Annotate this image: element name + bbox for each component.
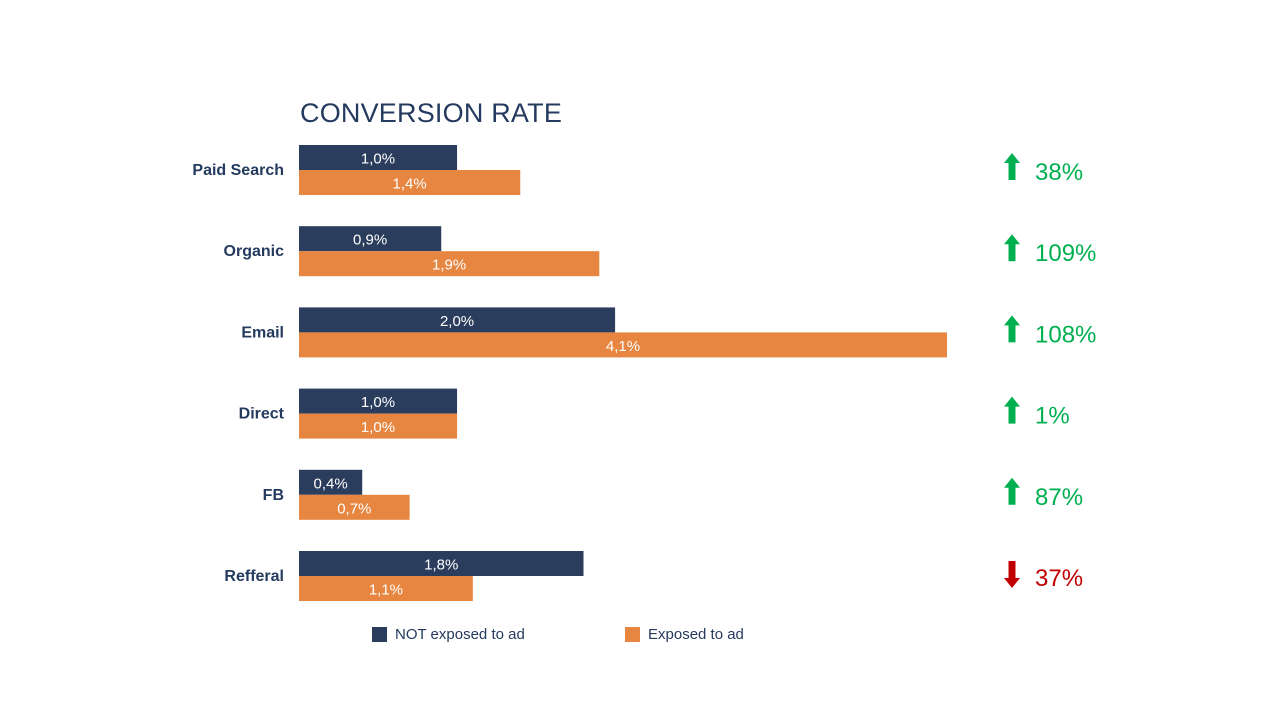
change-label-paid-search: 38%: [1035, 159, 1083, 186]
category-label-email: Email: [241, 324, 284, 341]
bar-fb-exposed: [299, 494, 410, 520]
arrow-up-icon-email: [1004, 315, 1020, 343]
change-label-direct: 1%: [1035, 403, 1070, 430]
bar-direct-exposed: [299, 413, 458, 439]
arrow-up-icon-direct: [1004, 396, 1020, 424]
data-label-refferal-exposed: 1,1%: [369, 582, 403, 599]
bar-email-not-exposed: [299, 307, 616, 333]
chart-title: CONVERSION RATE: [300, 98, 563, 128]
bar-email-exposed: [299, 332, 947, 358]
bar-paid-search-exposed: [299, 170, 521, 195]
category-label-paid-search: Paid Search: [192, 162, 284, 179]
data-label-email-exposed: 4,1%: [606, 338, 640, 355]
legend-item-not-exposed: NOT exposed to ad: [372, 626, 525, 643]
data-label-fb-not-exposed: 0,4%: [314, 475, 348, 492]
legend-swatch-not-exposed: [372, 627, 387, 642]
data-label-paid-search-not-exposed: 1,0%: [361, 151, 395, 168]
data-label-direct-not-exposed: 1,0%: [361, 394, 395, 411]
change-label-refferal: 37%: [1035, 565, 1083, 592]
data-label-fb-exposed: 0,7%: [337, 500, 371, 517]
arrow-up-icon-paid-search: [1004, 153, 1020, 180]
legend-item-exposed: Exposed to ad: [625, 626, 744, 643]
bar-fb-not-exposed: [299, 469, 363, 495]
legend-swatch-exposed: [625, 627, 640, 642]
category-label-refferal: Refferal: [224, 568, 284, 585]
bar-paid-search-not-exposed: [299, 145, 458, 170]
change-label-email: 108%: [1035, 321, 1096, 348]
legend-label-exposed: Exposed to ad: [648, 626, 744, 643]
category-label-fb: FB: [263, 487, 284, 504]
bar-organic-not-exposed: [299, 226, 442, 252]
bar-direct-not-exposed: [299, 388, 458, 414]
category-label-organic: Organic: [224, 243, 285, 260]
arrow-up-icon-organic: [1004, 234, 1020, 262]
data-label-refferal-not-exposed: 1,8%: [424, 557, 458, 574]
data-label-email-not-exposed: 2,0%: [440, 313, 474, 330]
data-label-paid-search-exposed: 1,4%: [393, 176, 427, 193]
bar-refferal-exposed: [299, 576, 473, 601]
data-label-direct-exposed: 1,0%: [361, 419, 395, 436]
change-label-organic: 109%: [1035, 240, 1096, 267]
data-label-organic-exposed: 1,9%: [432, 257, 466, 274]
change-label-fb: 87%: [1035, 484, 1083, 511]
bar-organic-exposed: [299, 251, 600, 277]
arrow-up-icon-fb: [1004, 477, 1020, 505]
legend-label-not-exposed: NOT exposed to ad: [395, 626, 525, 643]
arrow-down-icon-refferal: [1004, 561, 1020, 588]
data-label-organic-not-exposed: 0,9%: [353, 232, 387, 249]
category-label-direct: Direct: [239, 406, 285, 423]
bar-refferal-not-exposed: [299, 551, 584, 576]
